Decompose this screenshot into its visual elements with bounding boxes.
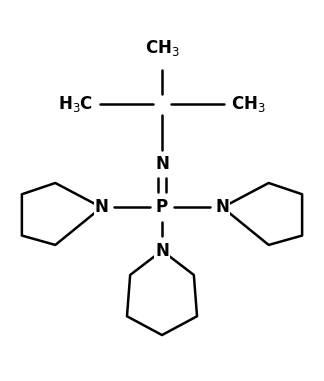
Text: N: N: [155, 242, 169, 259]
Text: N: N: [95, 199, 109, 216]
Text: H$_3$C: H$_3$C: [58, 94, 94, 114]
Text: N: N: [215, 199, 229, 216]
Text: CH$_3$: CH$_3$: [145, 38, 179, 58]
Text: N: N: [155, 155, 169, 173]
Text: P: P: [156, 199, 168, 216]
Text: CH$_3$: CH$_3$: [231, 94, 265, 114]
